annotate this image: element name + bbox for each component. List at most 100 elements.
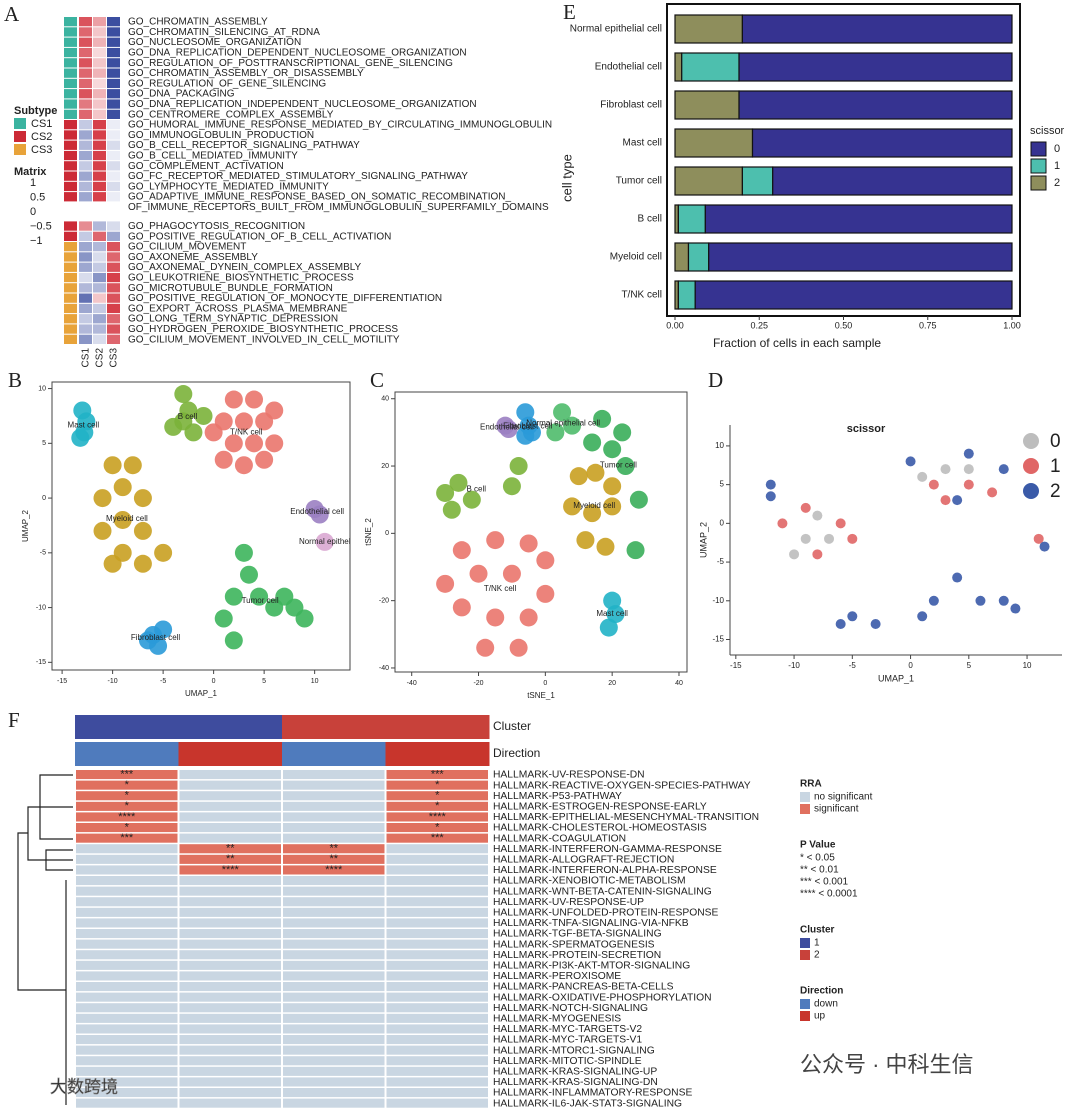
subtype-cell: [64, 27, 77, 37]
point: [194, 406, 213, 425]
x-tick-label: 0: [543, 680, 547, 687]
significance-label: *: [435, 779, 440, 791]
heatmap-cell: [283, 1013, 385, 1023]
row-label: GO_LEUKOTRIENE_BIOSYNTHETIC_PROCESS: [128, 273, 354, 284]
row-label: HALLMARK-PI3K-AKT-MTOR-SIGNALING: [493, 961, 690, 972]
heatmap-cell: [283, 1066, 385, 1076]
x-axis-title: Fraction of cells in each sample: [713, 336, 881, 350]
watermark: 公众号 · 中科生信: [800, 1052, 974, 1077]
heatmap-cell: [179, 886, 281, 896]
heatmap-cell: [107, 314, 120, 324]
heatmap-cell: [386, 1003, 488, 1013]
row-label: HALLMARK-SPERMATOGENESIS: [493, 939, 655, 950]
significance-label: *: [125, 790, 130, 802]
heatmap-cell: [283, 950, 385, 960]
y-tick-label: Normal epithelial cell: [570, 24, 662, 35]
heatmap-cell: [179, 960, 281, 970]
chart-title: scissor: [847, 423, 886, 435]
heatmap-cell: [79, 109, 92, 119]
heatmap-cell: [386, 1088, 488, 1098]
row-label: GO_IMMUNOGLOBULIN_PRODUCTION: [128, 130, 314, 141]
heatmap-cell: [179, 1003, 281, 1013]
heatmap-cell: [283, 1098, 385, 1108]
point: [800, 533, 811, 544]
row-label: GO_CHROMATIN_ASSEMBLY: [128, 17, 268, 28]
subtype-cell: [64, 324, 77, 334]
heatmap-cell: [76, 1098, 178, 1108]
row-label: HALLMARK-PROTEIN-SECRETION: [493, 950, 661, 961]
heatmap-cell: [283, 1077, 385, 1087]
row-label: HALLMARK-UNFOLDED-PROTEIN-RESPONSE: [493, 908, 719, 919]
point: [214, 609, 233, 628]
x-tick-label: 1.00: [1003, 320, 1021, 330]
heatmap-cell: [179, 950, 281, 960]
cluster-label: B cell: [178, 412, 198, 421]
subtype-cell: [64, 68, 77, 78]
heatmap-cell: [93, 150, 106, 161]
heatmap-cell: [76, 865, 178, 875]
point: [905, 456, 916, 467]
point: [940, 464, 951, 475]
heatmap-cell: [107, 192, 120, 202]
heatmap-cell: [93, 324, 106, 334]
heatmap-cell: [93, 181, 106, 192]
heatmap-cell: [107, 120, 120, 130]
point: [452, 598, 471, 617]
y-tick-label: 0: [385, 530, 389, 537]
heatmap-cell: [79, 47, 92, 58]
point: [789, 549, 800, 560]
x-tick-label: 5: [967, 661, 972, 670]
heatmap-cell: [93, 314, 106, 324]
point: [436, 574, 455, 593]
point: [133, 489, 152, 508]
cluster-label: Normal epithelial cell: [526, 419, 600, 428]
heatmap-cell: [79, 161, 92, 171]
point: [154, 543, 173, 562]
heatmap-cell: [179, 1066, 281, 1076]
row-label: GO_AXONEME_ASSEMBLY: [128, 252, 258, 263]
heatmap-cell: [79, 334, 92, 344]
row-label: HALLMARK-WNT-BETA-CATENIN-SIGNALING: [493, 886, 712, 897]
subtype-cell: [64, 221, 77, 231]
annotation-cell: [385, 715, 490, 739]
subtype-cell: [64, 262, 77, 272]
heatmap-cell: [179, 1088, 281, 1098]
heatmap-cell: [76, 907, 178, 917]
bar-segment: [738, 90, 1013, 120]
heatmap-cell: [107, 262, 120, 272]
row-label: GO_CHROMATIN_SILENCING_AT_RDNA: [128, 27, 320, 38]
row-label: GO_REGULATION_OF_GENE_SILENCING: [128, 78, 326, 89]
heatmap-cell: [179, 801, 281, 811]
heatmap-cell: [93, 130, 106, 140]
x-tick-label: 0.25: [750, 320, 768, 330]
heatmap-cell: [283, 801, 385, 811]
heatmap-cell: [386, 907, 488, 917]
heatmap-cell: [179, 1098, 281, 1108]
heatmap-cell: [386, 939, 488, 949]
x-tick-label: -15: [57, 678, 67, 685]
legend-label: 1: [814, 938, 820, 949]
heatmap-cell: [79, 324, 92, 334]
heatmap-cell: [107, 242, 120, 252]
x-tick-label: 10: [311, 678, 319, 685]
heatmap-cell: [386, 950, 488, 960]
row-label: HALLMARK-MITOTIC-SPINDLE: [493, 1056, 642, 1067]
y-tick-label: 20: [381, 463, 389, 470]
y-axis-title: UMAP_2: [698, 522, 708, 558]
point: [835, 518, 846, 529]
row-label: GO_EXPORT_ACROSS_PLASMA_MEMBRANE: [128, 303, 348, 314]
bar-segment: [677, 204, 706, 234]
heatmap-cell: [283, 960, 385, 970]
point: [800, 502, 811, 513]
y-tick-label: Tumor cell: [616, 176, 662, 187]
bar-segment: [704, 204, 1013, 234]
heatmap-cell: [107, 221, 120, 231]
y-tick-label: 0: [720, 518, 725, 527]
y-tick-label: -5: [717, 557, 725, 566]
cluster-label: T/NK cell: [484, 584, 517, 593]
point: [133, 521, 152, 540]
heatmap-cell: [386, 1045, 488, 1055]
heatmap-cell: [179, 865, 281, 875]
heatmap-cell: [76, 876, 178, 886]
row-label: GO_B_CELL_RECEPTOR_SIGNALING_PATHWAY: [128, 140, 360, 151]
